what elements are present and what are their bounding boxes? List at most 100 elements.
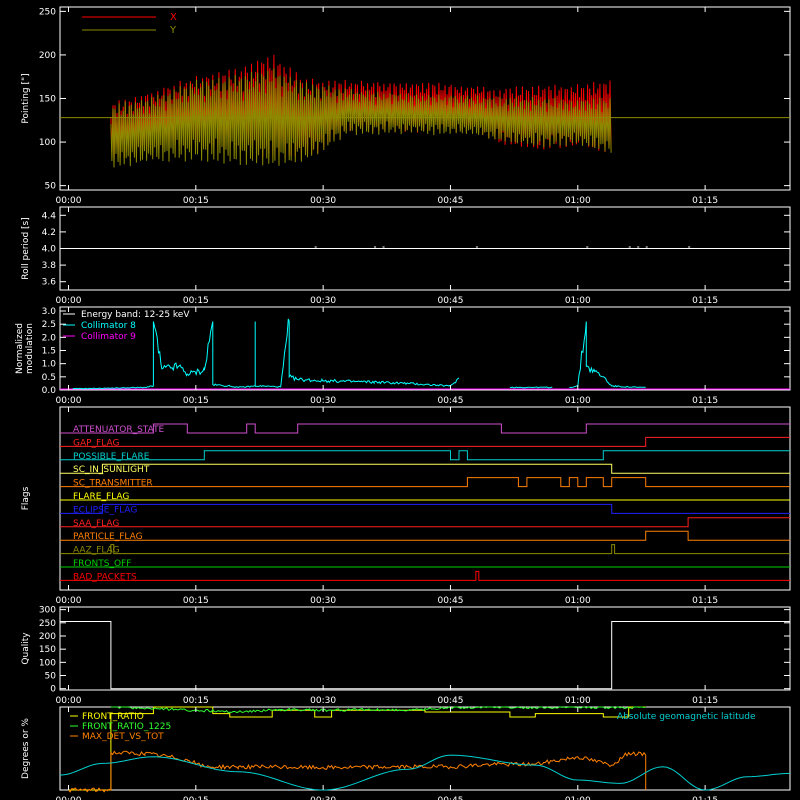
x-tick-label: 00:00 — [56, 296, 82, 306]
x-tick-label: 00:45 — [437, 596, 463, 606]
y-axis-label: Pointing ["] — [21, 73, 31, 123]
y-tick-label: 250 — [39, 619, 56, 629]
legend-label: Energy band: 12-25 keV — [81, 310, 190, 320]
collimator-8-segment — [569, 321, 646, 388]
legend-label: FRONT_RATIO — [82, 712, 144, 722]
roll-period-panel: 3.6 3.8 4.0 4.2 4.4 00:00 00:15 00:30 00:45 01:00… — [21, 206, 791, 306]
collimator-8-segment — [509, 386, 553, 389]
x-tick-label: 00:45 — [437, 796, 463, 800]
legend-label: MAX_DET_VS_TOT — [82, 732, 164, 742]
flag-trace-bad-packets — [60, 570, 790, 581]
x-tick-label: 00:15 — [183, 296, 209, 306]
x-tick-label: 01:00 — [565, 596, 591, 606]
x-tick-label: 00:45 — [437, 196, 463, 206]
legend-label-x: X — [170, 12, 177, 23]
x-tick-label: 00:00 — [56, 696, 82, 706]
x-tick-label: 01:15 — [692, 596, 718, 606]
legend-label: Absolute geomagnetic latitude — [617, 712, 756, 722]
plot-frame — [59, 306, 791, 391]
y-tick-label: 0.5 — [42, 373, 56, 383]
flag-label-eclipse-flag: ECLIPSE_FLAG — [73, 505, 137, 515]
y-tick-label: 1.5 — [42, 347, 56, 357]
x-tick-label: 00:30 — [310, 596, 336, 606]
y-tick-label: 100 — [39, 138, 56, 148]
legend-label: Collimator 9 — [81, 332, 136, 342]
y-tick-label: 1.0 — [42, 360, 57, 370]
x-tick-label: 01:15 — [692, 796, 718, 800]
flag-label-sc-transmitter: SC_TRANSMITTER — [73, 479, 153, 489]
y-tick-label: 150 — [39, 645, 56, 655]
y-tick-label: 100 — [39, 658, 56, 668]
flag-trace-eclipse-flag — [60, 503, 790, 514]
x-tick-label: 00:45 — [437, 296, 463, 306]
y-tick-label: 200 — [39, 51, 56, 61]
series-max-det-vs-tot-trace — [68, 750, 647, 793]
x-tick-label: 00:45 — [437, 396, 463, 406]
flag-trace-sc-transmitter — [60, 477, 790, 488]
plot-frame — [59, 606, 791, 691]
y-tick-label: 4.0 — [42, 245, 57, 255]
y-axis-label: Normalized — [15, 323, 25, 374]
y-tick-label: 3.0 — [42, 307, 57, 317]
flag-trace-possible-flare — [60, 450, 790, 461]
x-tick-label: 01:00 — [565, 796, 591, 800]
x-tick-label: 00:30 — [310, 796, 336, 800]
y-tick-label: 0 — [50, 685, 56, 695]
y-tick-label: 300 — [39, 606, 56, 616]
y-axis-label: Roll period [s] — [21, 217, 31, 279]
legend-label-y: Y — [169, 25, 177, 36]
plot-frame — [59, 406, 791, 591]
x-tick-label: 01:15 — [692, 696, 718, 706]
y-tick-label: 3.8 — [42, 261, 57, 271]
x-tick-label: 00:00 — [56, 596, 82, 606]
x-tick-label: 00:15 — [183, 596, 209, 606]
plot-frame — [59, 706, 791, 791]
x-tick-label: 00:30 — [310, 696, 336, 706]
y-tick-label: 2.0 — [42, 333, 57, 343]
series-front-ratio-1225-trace — [110, 706, 646, 714]
y-axis-label: Degrees or % — [21, 718, 31, 779]
x-tick-label: 00:00 — [56, 396, 82, 406]
series-front-ratio-trace — [68, 706, 646, 791]
x-tick-label: 00:15 — [183, 196, 209, 206]
legend-label: FRONT_RATIO_1225 — [82, 722, 171, 732]
x-tick-label: 00:15 — [183, 796, 209, 800]
y-tick-label: 200 — [39, 632, 56, 642]
flag-label-gap-flag: GAP_FLAG — [73, 438, 119, 448]
flag-label-particle-flag: PARTICLE_FLAG — [73, 532, 143, 542]
flag-label-sc-in-sunlight: SC_IN_SUNLIGHT — [73, 465, 150, 475]
y-tick-label: 0.0 — [42, 386, 57, 396]
flag-trace-saa-flag — [60, 517, 790, 528]
x-tick-label: 01:15 — [692, 396, 718, 406]
x-tick-label: 01:00 — [565, 296, 591, 306]
x-tick-label: 00:30 — [310, 396, 336, 406]
x-tick-label: 00:15 — [183, 696, 209, 706]
y-tick-label: 150 — [39, 95, 56, 105]
y-tick-label: 4.4 — [42, 211, 57, 221]
collimator-8-segment — [72, 318, 460, 390]
x-tick-label: 01:00 — [565, 196, 591, 206]
pointing-panel: XY 50 100 150 200 250 00:00 00:15 00:30 00:45 01:0… — [21, 6, 791, 206]
x-tick-label: 00:45 — [437, 696, 463, 706]
flag-trace-particle-flag — [60, 530, 790, 541]
x-tick-label: 00:30 — [310, 296, 336, 306]
y-tick-label: 50 — [45, 182, 57, 192]
x-tick-label: 00:00 — [56, 196, 82, 206]
flag-label-bad-packets: BAD_PACKETS — [73, 572, 137, 582]
flag-trace-sc-in-sunlight — [60, 463, 790, 474]
y-axis-label: Flags — [21, 486, 31, 510]
y-tick-label: 50 — [45, 672, 57, 682]
y-tick-label: 2.5 — [42, 320, 56, 330]
x-tick-label: 00:00 — [56, 796, 82, 800]
flag-label-aaz-flag: AAZ_FLAG — [73, 546, 120, 556]
flag-trace-attenuator-state — [60, 423, 790, 434]
x-tick-label: 01:00 — [565, 396, 591, 406]
x-tick-label: 01:00 — [565, 696, 591, 706]
flags-panel: ATTENUATOR_STATE GAP_FLAG POSSIBLE_FLARE SC… — [21, 406, 791, 606]
flag-label-fronts-off: FRONTS_OFF — [73, 559, 131, 569]
quality-trace — [60, 621, 790, 690]
flag-label-attenuator-state: ATTENUATOR_STATE — [73, 425, 165, 435]
y-tick-label: 3.6 — [42, 278, 57, 288]
